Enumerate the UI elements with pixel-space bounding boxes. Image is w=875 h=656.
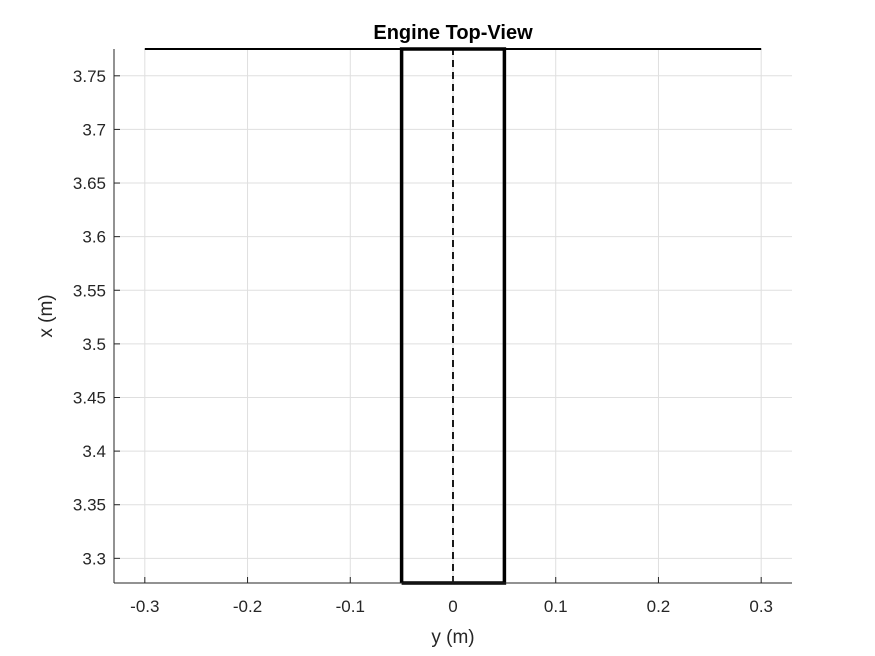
y-tick-label: 3.35 [73, 496, 106, 515]
y-tick-label: 3.45 [73, 388, 106, 407]
x-tick-label: -0.1 [336, 597, 365, 616]
x-tick-label: -0.3 [130, 597, 159, 616]
chart-title: Engine Top-View [373, 22, 533, 44]
y-tick-label: 3.3 [82, 549, 106, 568]
x-ticks: -0.3 -0.2 -0.1 0 0.1 0.2 0.3 [130, 577, 773, 616]
y-tick-label: 3.4 [82, 442, 106, 461]
y-tick-label: 3.6 [82, 228, 106, 247]
y-tick-label: 3.75 [73, 67, 106, 86]
x-tick-label: 0.1 [544, 597, 568, 616]
x-axis-label: y (m) [431, 627, 474, 648]
y-axis-label: x (m) [36, 294, 57, 337]
y-tick-label: 3.55 [73, 281, 106, 300]
x-tick-label: -0.2 [233, 597, 262, 616]
x-tick-label: 0 [448, 597, 457, 616]
y-tick-label: 3.7 [82, 120, 106, 139]
y-tick-label: 3.5 [82, 335, 106, 354]
y-tick-label: 3.65 [73, 174, 106, 193]
x-tick-label: 0.2 [647, 597, 671, 616]
y-ticks: 3.3 3.35 3.4 3.45 3.5 3.55 3.6 3.65 3.7 3.75 [73, 67, 120, 568]
x-tick-label: 0.3 [749, 597, 773, 616]
